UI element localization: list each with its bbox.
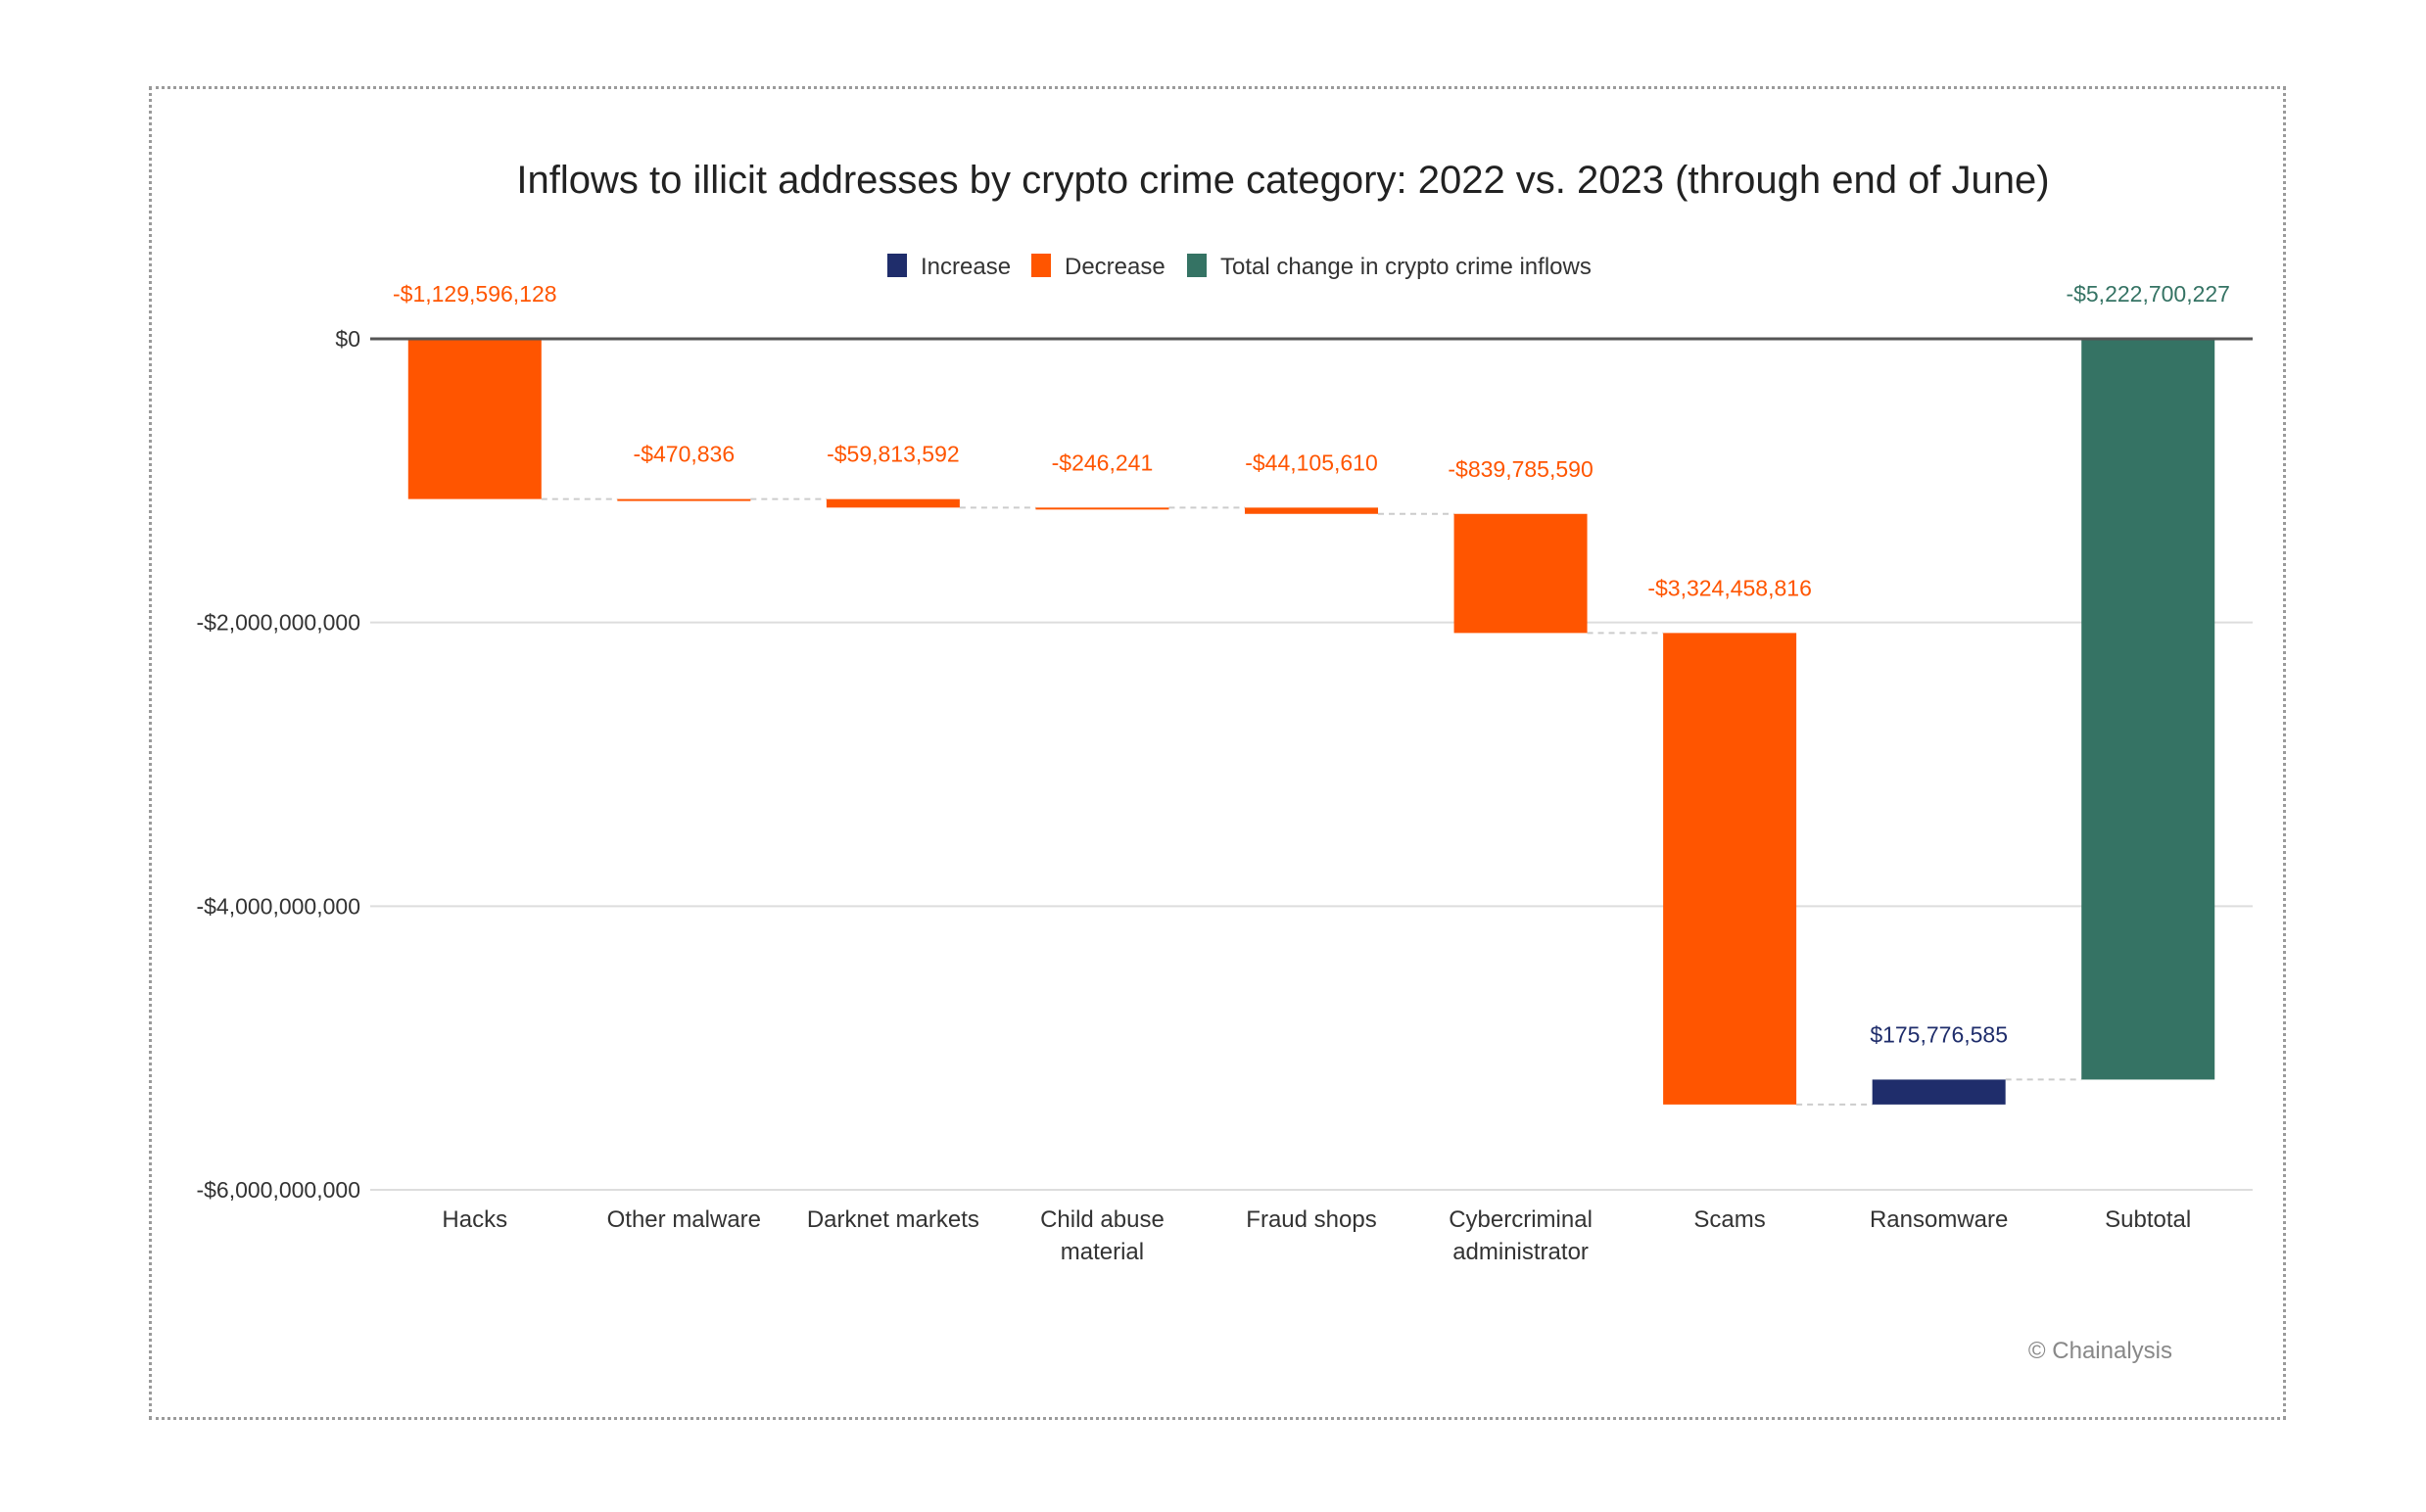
x-tick-label: Child abuse <box>1040 1206 1165 1233</box>
bar <box>1663 633 1797 1105</box>
data-label: -$3,324,458,816 <box>1647 575 1812 600</box>
bar <box>407 339 542 499</box>
chart-frame <box>149 86 2286 1420</box>
data-label: $175,776,585 <box>1870 1021 2008 1047</box>
bar <box>1872 1079 2006 1105</box>
bar <box>1035 507 1169 510</box>
legend-label: Decrease <box>1065 254 1165 280</box>
x-tick-label: Scams <box>1693 1206 1765 1233</box>
data-label: -$44,105,610 <box>1245 449 1378 475</box>
legend-label: Increase <box>921 254 1011 280</box>
legend: Increase Decrease Total change in crypto c… <box>887 254 1592 280</box>
y-tick-label: -$2,000,000,000 <box>196 610 360 636</box>
data-label: -$1,129,596,128 <box>393 281 557 307</box>
data-label: -$470,836 <box>634 442 736 467</box>
bar <box>826 498 960 508</box>
x-tick-label: Subtotal <box>2105 1206 2191 1233</box>
bars <box>407 339 2215 1105</box>
x-tick-label: administrator <box>1452 1239 1589 1265</box>
bar <box>617 498 751 501</box>
x-tick-label: Cybercriminal <box>1449 1206 1593 1233</box>
x-tick-label: Darknet markets <box>807 1206 979 1233</box>
y-tick-label: $0 <box>335 326 360 352</box>
data-label: -$246,241 <box>1052 449 1154 475</box>
x-tick-label: material <box>1061 1239 1144 1265</box>
bar <box>1453 513 1588 634</box>
bar <box>2081 339 2215 1080</box>
legend-label: Total change in crypto crime inflows <box>1220 254 1592 280</box>
legend-swatch <box>887 254 907 277</box>
value-labels: -$1,129,596,128 -$470,836 -$59,813,592 -$24… <box>393 281 2230 1047</box>
y-axis: $0 -$2,000,000,000 -$4,000,000,000 -$6,000,… <box>196 326 360 1203</box>
legend-swatch <box>1031 254 1051 277</box>
data-label: -$5,222,700,227 <box>2066 281 2230 307</box>
gridlines <box>370 621 2253 1191</box>
y-tick-label: -$4,000,000,000 <box>196 893 360 919</box>
x-tick-label: Ransomware <box>1870 1206 2008 1233</box>
data-label: -$59,813,592 <box>827 442 960 467</box>
connector-lines <box>541 497 2082 1106</box>
x-tick-label: Other malware <box>607 1206 761 1233</box>
chainalysis-credit: © Chainalysis <box>2028 1338 2172 1364</box>
y-tick-label: -$6,000,000,000 <box>196 1177 360 1203</box>
x-tick-label: Fraud shops <box>1246 1206 1376 1233</box>
x-axis: Hacks Other malware Darknet markets Child a… <box>442 1206 2191 1265</box>
legend-swatch <box>1187 254 1207 277</box>
data-label: -$839,785,590 <box>1448 456 1593 482</box>
x-tick-label: Hacks <box>442 1206 507 1233</box>
bar <box>1245 507 1378 514</box>
chart-title: Inflows to illicit addresses by crypto c… <box>516 159 2049 202</box>
